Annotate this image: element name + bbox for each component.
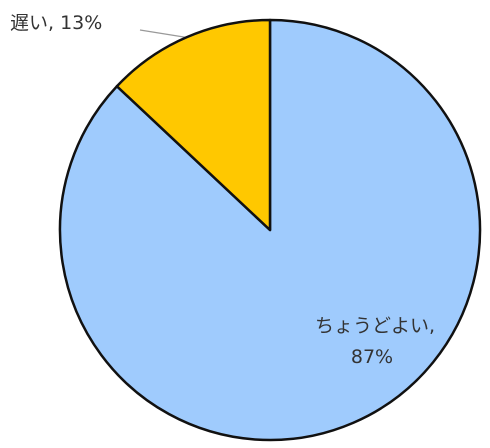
category-label: ちょうどよい: [315, 315, 429, 337]
data-label: 遅い, 13%: [10, 12, 102, 34]
label-separator: ,: [48, 12, 54, 34]
label-separator: ,: [429, 315, 435, 337]
data-label: ちょうどよい, 87%: [315, 315, 435, 368]
leader-line: [139, 29, 191, 39]
category-label: 遅い: [10, 12, 48, 34]
value-label: 87%: [351, 346, 393, 368]
value-label: 13%: [60, 12, 102, 34]
pie-slice: [115, 18, 272, 232]
